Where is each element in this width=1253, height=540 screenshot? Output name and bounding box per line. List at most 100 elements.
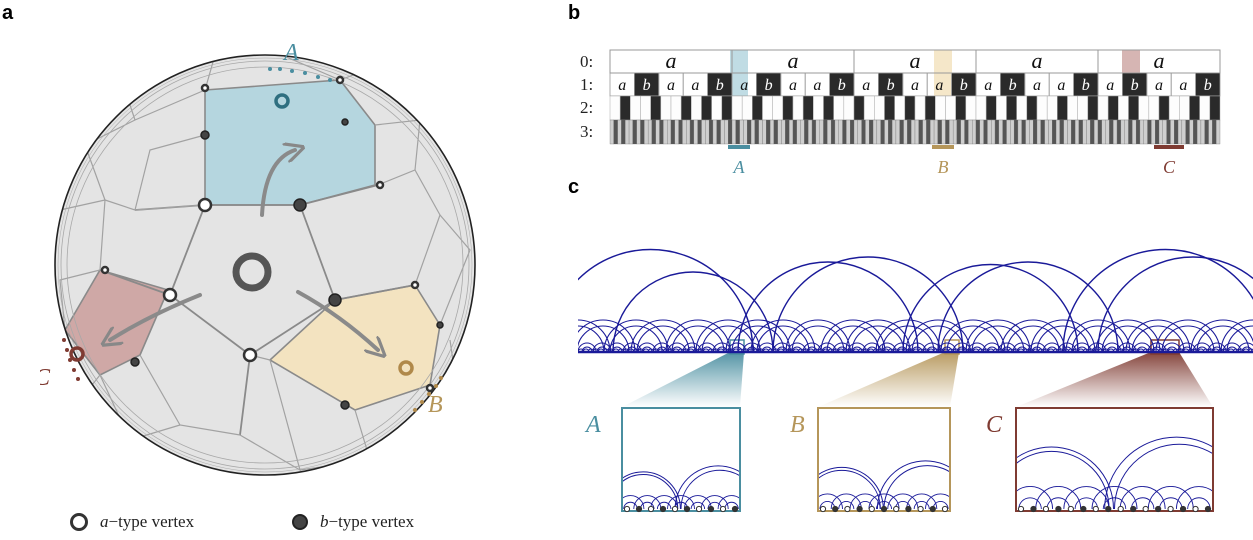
level3-cell xyxy=(728,119,733,145)
inset-vertex xyxy=(1055,505,1062,513)
level2-cell xyxy=(1087,95,1099,121)
level2-cell xyxy=(731,95,743,121)
level2-cell xyxy=(1148,95,1160,121)
level3-cell xyxy=(911,119,916,145)
level3-cell xyxy=(1143,119,1148,145)
arc-level2 xyxy=(641,346,653,353)
row-label: 0: xyxy=(580,52,593,71)
inset-vertex xyxy=(868,505,875,513)
level3-cell xyxy=(750,119,756,145)
level2-cell xyxy=(945,95,956,121)
level2-cell xyxy=(1077,95,1089,121)
level3-cell xyxy=(952,119,958,145)
level2-cell xyxy=(772,95,784,121)
level3-cell xyxy=(1002,119,1007,145)
level3-cell xyxy=(1185,119,1190,145)
arc-level1 xyxy=(1101,325,1155,353)
level2-cell xyxy=(680,95,692,121)
b-type-vertex-icon xyxy=(292,514,308,530)
level3-cell xyxy=(907,119,912,145)
inset-vertex xyxy=(880,505,888,513)
row-label: 1: xyxy=(580,75,593,94)
level3-cell xyxy=(716,119,721,145)
level2-cell xyxy=(701,95,712,121)
boundary-dots-c xyxy=(62,338,80,381)
arc-level0 xyxy=(902,263,1079,353)
inset-arc xyxy=(1102,497,1127,510)
arc-level1 xyxy=(971,325,1025,353)
level3-cell xyxy=(640,119,645,145)
level3-cell xyxy=(1067,119,1072,145)
level3-cell xyxy=(1208,119,1213,145)
level3-cell xyxy=(674,119,679,145)
arc-level2 xyxy=(1076,346,1088,353)
level1-letter: a xyxy=(1155,77,1163,94)
arc-level2 xyxy=(656,346,668,353)
level3-cell xyxy=(678,119,683,145)
level3-cell xyxy=(956,119,961,145)
arc-level1 xyxy=(845,319,911,353)
level3-cell xyxy=(1116,119,1122,145)
level2-cell xyxy=(985,95,997,121)
level3-cell xyxy=(693,119,698,145)
level2-cell xyxy=(792,95,804,121)
level2-cell xyxy=(935,95,946,121)
level3-cell xyxy=(949,119,954,145)
level1-letter: a xyxy=(691,77,699,94)
arc-level1 xyxy=(875,319,941,353)
arc-level1 xyxy=(578,325,630,353)
arc-level2 xyxy=(1121,346,1133,353)
level3-cell xyxy=(972,119,977,145)
level3-cell xyxy=(964,119,969,145)
inset-arc xyxy=(1159,497,1183,510)
level2-cell xyxy=(894,95,906,121)
inset-vertex xyxy=(893,505,900,513)
level1-letter: a xyxy=(618,77,626,94)
level3-cell xyxy=(651,119,656,145)
level2-cell xyxy=(752,95,763,121)
level2-cell xyxy=(782,95,794,121)
level3-cell xyxy=(846,119,851,145)
level3-cell xyxy=(922,119,927,145)
arc-level2 xyxy=(1106,346,1118,353)
level3-cell xyxy=(838,119,843,145)
level3-cell xyxy=(758,119,763,145)
level2-cell xyxy=(1189,95,1200,121)
level3-cell xyxy=(789,119,794,145)
arc-level2 xyxy=(701,346,713,353)
arc-level1 xyxy=(1190,319,1253,353)
disk-label-b: B xyxy=(428,392,443,418)
level3-cell xyxy=(979,119,984,145)
level3-cell xyxy=(930,119,935,145)
disk-label-a: A xyxy=(282,40,299,66)
arc-level2 xyxy=(821,346,833,353)
level3-cell xyxy=(766,119,771,145)
inset-vertex xyxy=(832,505,839,513)
region-a-cell xyxy=(204,79,376,206)
level2-cell xyxy=(1118,95,1129,121)
inset-arc xyxy=(838,501,855,510)
arc-level2 xyxy=(941,346,953,353)
level3-cell xyxy=(1204,119,1209,145)
arc-level1 xyxy=(826,325,880,353)
level1-letter: a xyxy=(1057,77,1065,94)
arc-level0 xyxy=(1062,248,1253,353)
inset-arc xyxy=(674,465,740,510)
level3-cell xyxy=(823,119,828,145)
level2-cell xyxy=(711,95,723,121)
level3-cell xyxy=(914,119,919,145)
level3-cell xyxy=(731,119,736,145)
level3-cell xyxy=(880,119,885,145)
level3-cell xyxy=(769,119,775,145)
arc-level2 xyxy=(791,346,803,353)
level3-cell xyxy=(1040,119,1045,145)
level2-cell xyxy=(802,95,814,121)
level2-cell xyxy=(660,95,672,121)
level3-cell xyxy=(1105,119,1110,145)
level3-cell xyxy=(1029,119,1034,145)
arc-level1 xyxy=(1006,325,1060,353)
level1-letter: a xyxy=(813,77,821,94)
level3-cell xyxy=(762,119,767,145)
level2-cell xyxy=(863,95,875,121)
inset-arc xyxy=(1046,497,1070,510)
